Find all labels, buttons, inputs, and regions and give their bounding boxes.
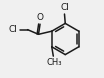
Text: O: O <box>37 13 44 22</box>
Text: Cl: Cl <box>60 3 69 12</box>
Text: CH₃: CH₃ <box>46 58 62 67</box>
Text: Cl: Cl <box>8 25 17 34</box>
